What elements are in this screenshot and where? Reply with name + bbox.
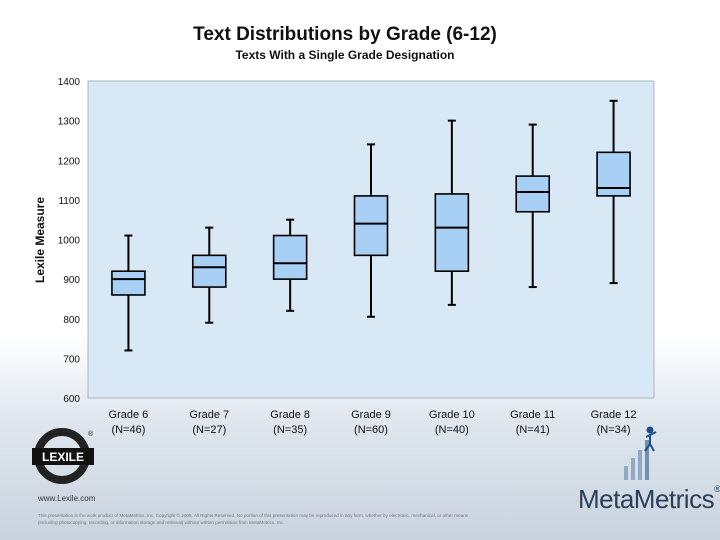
y-tick-label: 1400 xyxy=(58,77,81,88)
y-axis-label: Lexile Measure xyxy=(33,197,47,283)
x-category-label: Grade 8 xyxy=(270,409,310,421)
copyright-notice: This presentation is the work product of… xyxy=(38,513,469,525)
x-category-label: Grade 7 xyxy=(189,409,229,421)
x-category-count: (N=27) xyxy=(192,424,226,436)
x-category-count: (N=60) xyxy=(354,424,388,436)
x-category-label: Grade 6 xyxy=(109,409,149,421)
y-tick-label: 800 xyxy=(63,315,80,326)
x-category-label: Grade 12 xyxy=(591,409,637,421)
y-tick-label: 1300 xyxy=(58,117,81,128)
iqr-box xyxy=(191,254,227,288)
x-category-count: (N=35) xyxy=(273,424,307,436)
iqr-box xyxy=(353,195,389,257)
y-tick-label: 1000 xyxy=(58,236,81,247)
lexile-logo-band xyxy=(32,448,94,465)
x-category-count: (N=40) xyxy=(435,424,469,436)
metametrics-logo: MetaMetrics® xyxy=(578,484,720,515)
chart-subtitle: Texts With a Single Grade Designation xyxy=(235,48,455,62)
chart-title: Text Distributions by Grade (6-12) xyxy=(193,24,497,45)
iqr-box xyxy=(272,234,308,280)
lexile-registered-mark: ® xyxy=(88,430,94,438)
y-tick-label: 900 xyxy=(63,275,80,286)
x-category-count: (N=41) xyxy=(516,424,550,436)
x-category-count: (N=46) xyxy=(111,424,145,436)
iqr-box xyxy=(515,175,551,213)
x-category-label: Grade 10 xyxy=(429,409,475,421)
metametrics-registered-mark: ® xyxy=(714,484,720,494)
box-grade-11 xyxy=(515,123,551,289)
box-grade-12 xyxy=(596,99,631,285)
y-tick-label: 1200 xyxy=(58,156,81,167)
box-grade-7 xyxy=(191,226,227,324)
iqr-box xyxy=(111,270,146,296)
y-tick-label: 600 xyxy=(63,394,80,405)
iqr-box xyxy=(434,193,470,272)
y-tick-label: 1100 xyxy=(58,196,80,207)
metametrics-graphic-icon xyxy=(624,426,657,480)
box-grade-8 xyxy=(272,218,308,312)
box-grade-10 xyxy=(434,119,470,306)
lexile-url[interactable]: www.Lexile.com xyxy=(38,494,96,503)
iqr-box xyxy=(596,151,631,197)
x-category-count: (N=34) xyxy=(597,424,631,436)
x-category-label: Grade 9 xyxy=(351,409,391,421)
box-grade-9 xyxy=(353,143,389,318)
lexile-logo: LEXILE ® xyxy=(32,428,94,484)
metametrics-logo-text: MetaMetrics xyxy=(578,484,715,514)
y-tick-label: 700 xyxy=(63,354,80,365)
x-category-label: Grade 11 xyxy=(510,409,555,421)
lexile-logo-text: LEXILE xyxy=(42,450,84,464)
box-grade-6 xyxy=(111,234,146,352)
